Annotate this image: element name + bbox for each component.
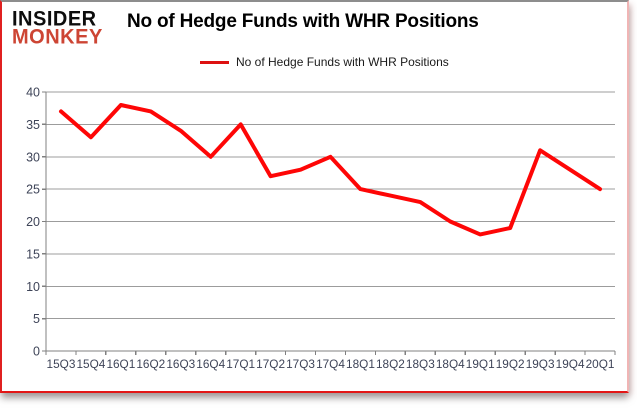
y-tick-label: 15	[26, 247, 40, 261]
y-tick-label: 30	[26, 150, 40, 164]
legend-label: No of Hedge Funds with WHR Positions	[236, 55, 449, 69]
insider-monkey-logo: INSIDER MONKEY	[12, 7, 103, 49]
x-tick-label: 18Q1	[346, 357, 375, 371]
y-tick-label: 20	[26, 215, 40, 229]
logo-monkey-text: MONKEY	[12, 25, 103, 49]
x-tick-label: 19Q2	[496, 357, 525, 371]
legend: No of Hedge Funds with WHR Positions	[200, 55, 449, 69]
x-tick-label: 16Q1	[106, 357, 135, 371]
x-tick-label: 18Q2	[376, 357, 405, 371]
chart-title: No of Hedge Funds with WHR Positions	[127, 11, 479, 32]
x-tick-label: 16Q4	[196, 357, 225, 371]
logo-insider-text: INSIDER	[12, 7, 97, 31]
y-tick-label: 35	[26, 118, 40, 132]
x-tick-label: 16Q3	[166, 357, 195, 371]
x-tick-label: 15Q3	[47, 357, 76, 371]
x-tick-label: 20Q1	[586, 357, 615, 371]
x-tick-label: 17Q2	[256, 357, 285, 371]
y-tick-label: 25	[26, 183, 40, 197]
x-tick-label: 17Q1	[226, 357, 255, 371]
x-tick-label: 19Q1	[466, 357, 495, 371]
x-tick-label: 19Q3	[526, 357, 555, 371]
series-line	[59, 103, 602, 237]
y-tick-label: 0	[33, 345, 40, 359]
x-tick-label: 18Q4	[436, 357, 465, 371]
x-tick-label: 19Q4	[556, 357, 585, 371]
x-tick-label: 15Q4	[76, 357, 105, 371]
y-tick-label: 5	[33, 312, 40, 326]
x-tick-label: 18Q3	[406, 357, 435, 371]
x-tick-label: 17Q4	[316, 357, 345, 371]
x-tick-label: 17Q3	[286, 357, 315, 371]
y-tick-label: 40	[26, 86, 40, 100]
y-tick-label: 10	[26, 280, 40, 294]
legend-line-icon	[200, 60, 229, 64]
x-tick-label: 16Q2	[136, 357, 165, 371]
